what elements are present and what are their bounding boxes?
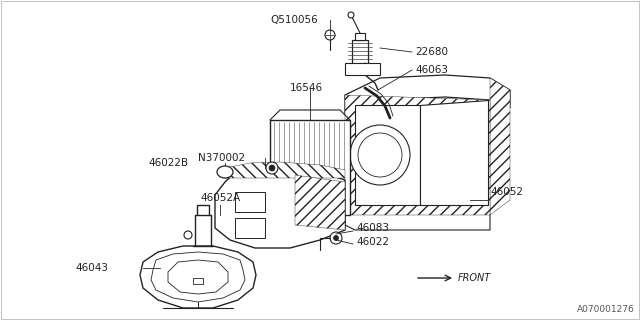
Polygon shape (151, 252, 245, 302)
Text: 46052: 46052 (490, 187, 523, 197)
Text: 46022: 46022 (356, 237, 389, 247)
Circle shape (330, 232, 342, 244)
Circle shape (184, 231, 192, 239)
Polygon shape (140, 246, 256, 308)
Text: 46022B: 46022B (148, 158, 188, 168)
Text: 46063: 46063 (415, 65, 448, 75)
Polygon shape (420, 100, 488, 205)
Text: 16546: 16546 (290, 83, 323, 93)
Text: 46083: 46083 (356, 223, 389, 233)
Polygon shape (235, 192, 265, 212)
Circle shape (350, 125, 410, 185)
Polygon shape (225, 162, 345, 178)
Polygon shape (270, 120, 350, 215)
Polygon shape (193, 278, 203, 284)
Text: 22680: 22680 (415, 47, 448, 57)
Polygon shape (345, 75, 510, 115)
Polygon shape (345, 63, 380, 75)
Polygon shape (490, 78, 510, 215)
Polygon shape (355, 33, 365, 40)
Circle shape (266, 162, 278, 174)
Polygon shape (295, 175, 345, 230)
Circle shape (333, 236, 339, 241)
Text: N370002: N370002 (198, 153, 245, 163)
Polygon shape (235, 218, 265, 238)
Circle shape (221, 168, 229, 176)
Ellipse shape (217, 166, 233, 178)
Text: Q510056: Q510056 (270, 15, 317, 25)
Text: 46052A: 46052A (200, 193, 240, 203)
Polygon shape (168, 260, 228, 294)
Circle shape (325, 30, 335, 40)
Circle shape (358, 133, 402, 177)
Polygon shape (345, 95, 490, 215)
Circle shape (269, 165, 275, 171)
Polygon shape (355, 105, 420, 205)
Text: 46043: 46043 (75, 263, 108, 273)
Polygon shape (215, 168, 345, 248)
Text: A070001276: A070001276 (577, 305, 635, 314)
Polygon shape (352, 40, 368, 65)
Circle shape (348, 12, 354, 18)
Text: FRONT: FRONT (458, 273, 492, 283)
